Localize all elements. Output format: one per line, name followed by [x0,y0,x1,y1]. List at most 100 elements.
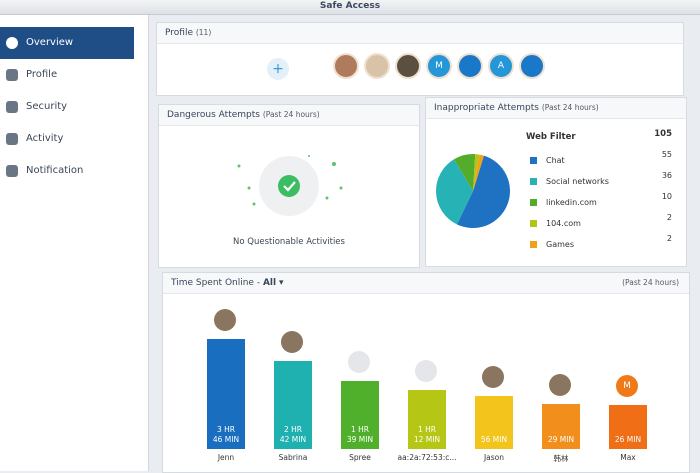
title-bar: Safe Access [0,0,700,15]
avatar[interactable] [333,53,359,79]
bar-value-label: 1 HR 39 MIN [346,424,374,444]
inappropriate-panel: Inappropriate Attempts (Past 24 hours) W… [425,97,687,267]
bar-avatar [549,374,571,397]
avatar[interactable]: A [488,53,514,79]
panel-header: Profile (11) [157,23,683,44]
legend-value: 10 [662,192,672,201]
bar-value-label: 3 HR 46 MIN [212,424,240,444]
avatar[interactable] [519,53,545,79]
sidebar: Overview Profile Security Activity Notificat… [0,15,149,471]
legend-label: Games [546,240,574,249]
bar-avatar: M [616,375,638,398]
avatar[interactable]: M [426,53,452,79]
bar-avatar [281,330,303,353]
panel-subtitle: (Past 24 hours) [622,278,679,287]
pie-chart: Web Filter 105 Chat 55 Social networks 36 link… [436,129,672,249]
legend-label: 104.com [546,219,581,228]
bar-category-label: aa:2a:72:53:c... [397,453,457,462]
bar-category-label: Jason [483,453,505,462]
nav-icon [6,37,18,49]
panel-title: Inappropriate Attempts [434,103,539,113]
legend-swatch [530,157,537,164]
nav-item[interactable]: Profile [0,59,148,91]
bar-chart: 3 HR 46 MIN Jenn 2 HR 42 MIN Sabrina 1 HR 39… [163,294,689,472]
pie-slice [456,155,510,228]
bar-category-label: Spree [349,453,371,462]
nav-item[interactable]: Activity [0,123,148,155]
pie-total: 105 [654,129,672,139]
bar-category-label: Jenn [217,453,235,462]
status-message: No Questionable Activities [233,237,346,247]
filter-dropdown[interactable]: All [262,278,277,288]
legend-value: 36 [662,171,672,180]
nav-label: Security [26,101,68,112]
pie-slice [436,159,473,225]
bar-category-label: 韩林 [553,454,569,463]
nav-item[interactable]: Overview [0,27,134,59]
legend-label: linkedin.com [546,198,597,207]
pie-slice [454,154,476,191]
bar: 2 HR 42 MIN [274,360,312,449]
bar-category-label: Sabrina [278,453,308,462]
bar-category-label: Max [620,453,636,462]
avatar[interactable] [457,53,483,79]
nav-label: Notification [26,165,84,176]
legend-label: Social networks [546,177,609,186]
legend-swatch [530,199,537,206]
profile-panel: Profile (11) + M A [156,22,684,96]
time-panel: Time Spent Online - All ▾ (Past 24 hours)… [162,272,690,473]
bar-value-label: 2 HR 42 MIN [279,424,307,444]
legend-swatch [530,178,537,185]
profile-count: (11) [195,28,212,37]
bar: 3 HR 46 MIN [207,339,245,449]
avatar-letter: M [623,381,631,392]
avatar-letter: A [497,61,505,71]
panel-subtitle: (Past 24 hours) [262,110,320,119]
nav-icon [6,133,18,145]
panel-title: Dangerous Attempts [167,110,260,120]
bar-value-label: 56 MIN [480,434,508,444]
nav-label: Overview [26,37,74,48]
nav-label: Profile [26,69,58,80]
bar-value-label: 26 MIN [614,434,642,444]
panel-title: Profile [165,28,193,38]
panel-subtitle: (Past 24 hours) [541,103,599,112]
pie-slice [473,154,484,191]
bar: 26 MIN [609,405,647,449]
pie-title: Web Filter [526,132,576,142]
nav-item[interactable]: Notification [0,155,148,187]
panel-header: Inappropriate Attempts (Past 24 hours) [426,98,686,119]
legend-label: Chat [546,156,565,165]
panel-header: Time Spent Online - All ▾ (Past 24 hours) [163,273,689,294]
avatar[interactable] [395,53,421,79]
nav-icon [6,69,18,81]
bar: 1 HR 39 MIN [341,381,379,449]
dots [237,155,343,206]
status-graphic: No Questionable Activities [233,155,346,247]
avatar[interactable] [364,53,390,79]
panel-title: Time Spent Online - [171,278,263,288]
bar-value-label: 29 MIN [547,434,575,444]
nav-icon [6,101,18,113]
bar-avatar [482,365,504,388]
legend-swatch [530,220,537,227]
legend-swatch [530,241,537,248]
panel-header: Dangerous Attempts (Past 24 hours) [159,105,419,126]
pie-slice [473,154,480,191]
bar-avatar [348,351,370,374]
bar-value-label: 1 HR 12 MIN [413,424,441,444]
bar: 1 HR 12 MIN [408,390,446,449]
legend-value: 2 [667,234,672,243]
bar: 56 MIN [475,395,513,449]
bar: 29 MIN [542,404,580,449]
bar-avatar [214,309,236,332]
bar-avatar [415,360,437,383]
check-icon [278,175,300,197]
legend-value: 2 [667,213,672,222]
nav-icon [6,165,18,177]
add-button: + [267,58,289,80]
check-mark [283,181,296,192]
dangerous-panel: Dangerous Attempts (Past 24 hours) No Qu… [158,104,420,268]
nav-item[interactable]: Security [0,91,148,123]
